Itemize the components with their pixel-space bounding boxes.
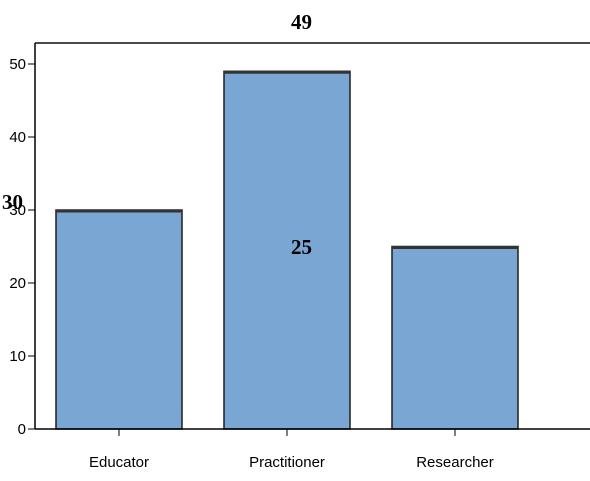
- y-tick-label-20: 20: [9, 275, 26, 292]
- data-label-practitioner: 49: [291, 10, 312, 34]
- data-label-researcher: 25: [291, 235, 312, 259]
- y-tick-label-50: 50: [9, 56, 26, 73]
- x-tick-label-educator: Educator: [89, 454, 149, 471]
- bar-practitioner: [223, 70, 351, 430]
- y-tick-label-30: 30: [9, 202, 26, 219]
- x-tick-label-researcher: Researcher: [416, 454, 494, 471]
- y-tick-label-10: 10: [9, 348, 26, 365]
- y-tick-label-40: 40: [9, 129, 26, 146]
- bar-educator: [55, 209, 183, 430]
- y-tick-label-0: 0: [18, 421, 26, 438]
- data-label-educator: 30: [2, 190, 23, 214]
- bar-researcher: [391, 245, 519, 430]
- x-tick-label-practitioner: Practitioner: [249, 454, 325, 471]
